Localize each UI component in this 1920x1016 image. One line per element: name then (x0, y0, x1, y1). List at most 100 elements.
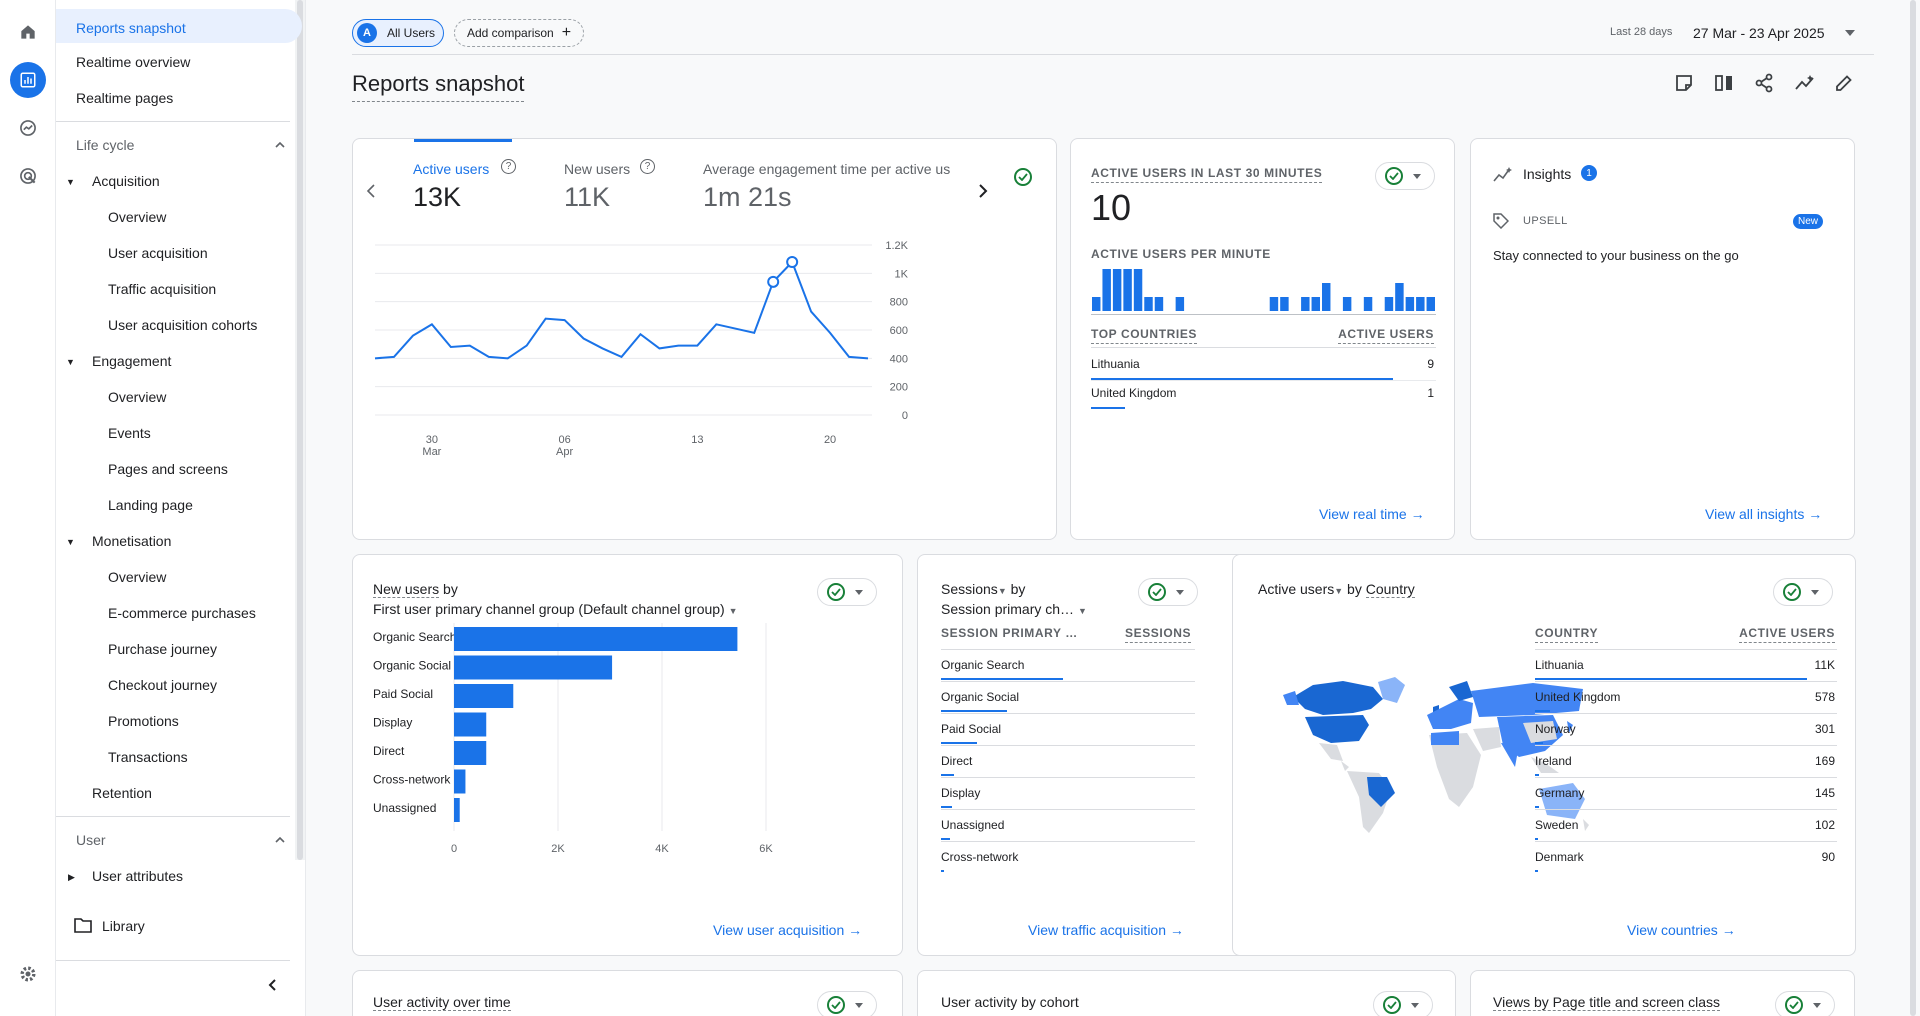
nav-user-acquisition-cohorts[interactable]: User acquisition cohorts (108, 317, 258, 333)
x-tick-label: 20 (824, 434, 836, 446)
chevron-up-icon[interactable] (274, 834, 286, 846)
compare-icon[interactable] (1714, 73, 1734, 93)
nav-pages-and-screens[interactable]: Pages and screens (108, 461, 228, 477)
nav-retention[interactable]: Retention (92, 785, 152, 801)
check-circle-icon[interactable] (1014, 168, 1032, 186)
nav-events[interactable]: Events (108, 425, 151, 441)
lifecycle-heading[interactable]: Life cycle (76, 137, 135, 153)
share-icon[interactable] (1754, 73, 1774, 93)
countries-check-menu[interactable] (1773, 578, 1833, 606)
home-icon[interactable] (10, 14, 46, 50)
caret-down-icon[interactable]: ▼ (66, 177, 75, 187)
view-insights-link[interactable]: View all insights → (1705, 506, 1822, 522)
nav-ecommerce-purchases[interactable]: E-commerce purchases (108, 605, 256, 621)
nav-user-acquisition[interactable]: User acquisition (108, 245, 208, 261)
reports-icon[interactable] (10, 62, 46, 98)
col-country[interactable]: COUNTRY (1535, 626, 1599, 643)
nav-monetisation[interactable]: Monetisation (92, 533, 172, 549)
view-realtime-link[interactable]: View real time → (1319, 506, 1425, 522)
data-point-marker (767, 275, 780, 288)
card-title[interactable]: Views by Page title and screen class (1493, 994, 1720, 1011)
page-scrollbar[interactable] (1906, 0, 1920, 1016)
col-session-primary[interactable]: SESSION PRIMARY … (941, 626, 1078, 640)
chevron-left-icon[interactable] (365, 183, 377, 199)
bar (454, 798, 460, 822)
table-divider (941, 777, 1195, 778)
nav-realtime-pages[interactable]: Realtime pages (76, 90, 174, 106)
metric-tab-new-users[interactable]: New users (564, 161, 631, 177)
nav-realtime-overview[interactable]: Realtime overview (76, 54, 191, 70)
engagement-time-value: 1m 21s (703, 182, 792, 212)
add-comparison-button[interactable]: Add comparison + (454, 19, 584, 47)
segment-chip[interactable]: A All Users (352, 19, 444, 47)
nav-reports-snapshot[interactable]: Reports snapshot (56, 9, 302, 43)
countries-title[interactable]: Active users▼ by Country (1258, 581, 1415, 598)
nav-engagement-overview[interactable]: Overview (108, 389, 167, 405)
segment-badge: A (357, 23, 377, 43)
table-divider (1535, 649, 1837, 650)
nav-library[interactable]: Library (102, 918, 145, 934)
check-menu[interactable] (817, 991, 877, 1016)
sessions-title[interactable]: Sessions▼ by (941, 581, 1025, 597)
realtime-check-menu[interactable] (1375, 162, 1435, 190)
view-countries-link[interactable]: View countries → (1627, 922, 1736, 938)
caret-down-icon[interactable]: ▼ (66, 537, 75, 547)
nav-traffic-acquisition[interactable]: Traffic acquisition (108, 281, 217, 297)
user-activity-by-cohort-card: User activity by cohort (917, 970, 1456, 1016)
help-icon[interactable]: ? (501, 159, 516, 174)
nav-acquisition-overview[interactable]: Overview (108, 209, 167, 225)
collapse-icon[interactable] (266, 978, 280, 992)
insight-text[interactable]: Stay connected to your business on the g… (1493, 248, 1739, 263)
card-title[interactable]: User activity over time (373, 994, 511, 1011)
customize-icon[interactable] (1674, 73, 1694, 93)
nav-monetisation-overview[interactable]: Overview (108, 569, 167, 585)
explore-icon[interactable] (10, 110, 46, 146)
help-icon[interactable]: ? (640, 159, 655, 174)
sessions-dimension[interactable]: Session primary ch… ▼ (941, 601, 1087, 617)
nav-checkout-journey[interactable]: Checkout journey (108, 677, 217, 693)
active-users-series-line (374, 260, 869, 360)
nav-user-attributes[interactable]: User attributes (92, 868, 184, 884)
chevron-up-icon[interactable] (274, 139, 286, 151)
view-traffic-acquisition-link[interactable]: View traffic acquisition → (1028, 922, 1184, 938)
nav-acquisition[interactable]: Acquisition (92, 173, 160, 189)
col-active-users[interactable]: ACTIVE USERS (1338, 327, 1434, 344)
check-menu[interactable] (1775, 991, 1835, 1016)
new-users-dimension[interactable]: First user primary channel group (Defaul… (373, 601, 738, 617)
view-user-acquisition-link[interactable]: View user acquisition → (713, 922, 862, 938)
nav-scrollbar[interactable] (295, 0, 305, 860)
advertising-icon[interactable] (10, 158, 46, 194)
nav-landing-page[interactable]: Landing page (108, 497, 193, 513)
minute-bar (1154, 297, 1164, 311)
sessions-check-menu[interactable] (1138, 578, 1198, 606)
check-menu[interactable] (1373, 991, 1433, 1016)
edit-icon[interactable] (1834, 73, 1854, 93)
chevron-right-icon[interactable] (977, 183, 989, 199)
user-heading[interactable]: User (76, 832, 106, 848)
y-tick-label: 600 (890, 325, 908, 337)
metric-tab-engagement-time[interactable]: Average engagement time per active us (703, 161, 951, 177)
caret-down-icon[interactable]: ▼ (66, 357, 75, 367)
caret-right-icon[interactable]: ▶ (68, 872, 75, 882)
new-users-metric[interactable]: New users (373, 581, 440, 598)
world-map[interactable] (1283, 677, 1593, 837)
page-title[interactable]: Reports snapshot (352, 71, 525, 102)
dropdown-arrow-icon[interactable] (1845, 30, 1855, 36)
col-sessions[interactable]: SESSIONS (1125, 626, 1192, 643)
realtime-title[interactable]: ACTIVE USERS IN LAST 30 MINUTES (1091, 166, 1323, 183)
date-range-value[interactable]: 27 Mar - 23 Apr 2025 (1693, 25, 1825, 41)
insights-trend-icon[interactable] (1794, 73, 1816, 93)
share-bar (1091, 378, 1393, 380)
settings-icon[interactable] (10, 956, 46, 992)
col-top-countries[interactable]: TOP COUNTRIES (1091, 327, 1198, 344)
table-divider (1535, 841, 1837, 842)
metric-tab-active-users[interactable]: Active users (413, 161, 490, 177)
col-active-users[interactable]: ACTIVE USERS (1739, 626, 1835, 643)
nav-purchase-journey[interactable]: Purchase journey (108, 641, 217, 657)
nav-promotions[interactable]: Promotions (108, 713, 179, 729)
nav-engagement[interactable]: Engagement (92, 353, 172, 369)
nav-transactions[interactable]: Transactions (108, 749, 188, 765)
view-insights-label: View all insights (1705, 506, 1805, 522)
new-users-check-menu[interactable] (817, 578, 877, 606)
